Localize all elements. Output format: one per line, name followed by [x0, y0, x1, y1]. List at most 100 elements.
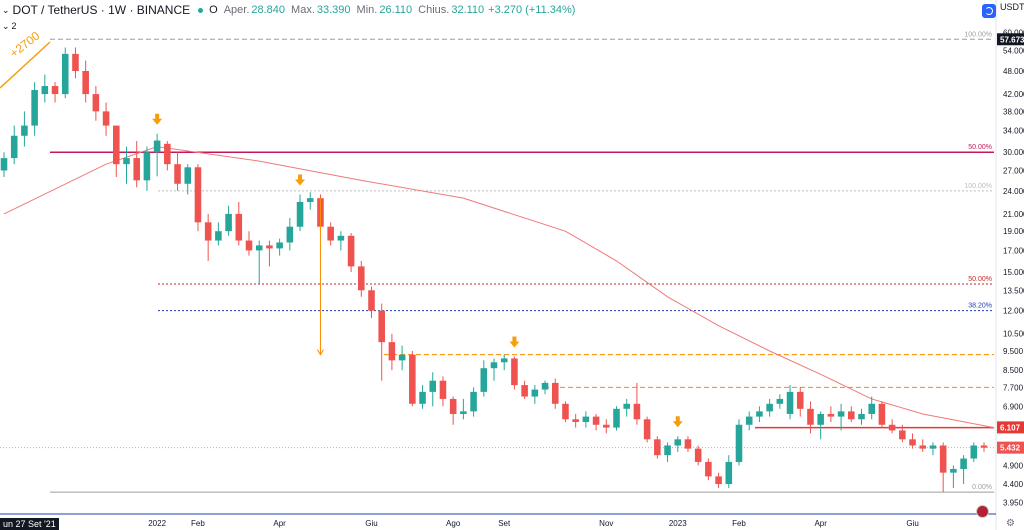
- currency-label[interactable]: USDT: [1000, 2, 1024, 12]
- high-value: 33.390: [316, 4, 351, 16]
- candle-body: [164, 143, 171, 165]
- y-tick-label: 8.500: [1003, 366, 1024, 375]
- candle-body: [347, 235, 355, 267]
- ma-value-badge: 6.107: [1000, 423, 1021, 432]
- candle-body: [419, 391, 426, 404]
- y-tick-label: 4.900: [1003, 461, 1024, 470]
- candle-body: [623, 403, 630, 409]
- candle-body: [960, 458, 967, 470]
- candle-body: [41, 86, 49, 95]
- level-label: 50.00%: [968, 144, 992, 151]
- candle-body: [215, 231, 222, 241]
- candle-body: [174, 164, 181, 184]
- candle-body: [184, 167, 192, 184]
- candle-body: [398, 354, 406, 361]
- chevron-down-icon: ⌄: [2, 20, 10, 31]
- market-status-icon: [198, 7, 204, 13]
- candle-body: [766, 403, 773, 412]
- candle-body: [358, 266, 365, 291]
- high-key: Max.: [291, 4, 315, 16]
- candle-body: [551, 382, 559, 404]
- crosshair-date-badge: un 27 Set '21: [0, 518, 59, 530]
- candle-body: [592, 416, 600, 425]
- low-key: Min.: [356, 4, 378, 16]
- candle-body: [511, 358, 518, 386]
- candle-body: [888, 424, 896, 431]
- change-value: +3.270 (+11.34%): [488, 4, 576, 16]
- symbol-title[interactable]: DOT / TetherUS · 1W · BINANCE: [12, 3, 191, 17]
- y-tick-label: 54.000: [1003, 47, 1024, 56]
- x-tick-label: Giu: [906, 519, 918, 528]
- candle-body: [786, 391, 794, 414]
- level-label: 100.00%: [964, 31, 992, 38]
- last-price-badge: 5.432: [1000, 444, 1021, 453]
- refresh-icon[interactable]: [982, 4, 996, 18]
- candle-body: [0, 158, 8, 171]
- y-tick-label: 15.000: [1003, 268, 1024, 277]
- y-tick-label: 12.000: [1003, 307, 1024, 316]
- candle-body: [133, 158, 140, 181]
- candle-body: [194, 167, 202, 223]
- close-value: 32.110: [451, 4, 485, 16]
- candle-body: [878, 403, 886, 425]
- open-label: O: [209, 4, 218, 16]
- candle-body: [429, 380, 437, 392]
- candle-body: [817, 413, 824, 425]
- us-flag-icon: [976, 505, 989, 518]
- candle-body: [674, 439, 682, 446]
- candle-body: [725, 461, 733, 485]
- candle-body: [919, 445, 927, 449]
- down-arrow-marker: [295, 174, 306, 186]
- candle-body: [899, 430, 906, 440]
- candle-body: [521, 385, 528, 397]
- candle-body: [82, 71, 89, 95]
- chevron-down-icon[interactable]: ⌄: [2, 4, 10, 15]
- indicator-toggle[interactable]: ⌄ 2: [2, 20, 17, 32]
- y-tick-label: 34.000: [1003, 127, 1024, 136]
- candle-body: [715, 476, 722, 485]
- candle-body: [848, 411, 855, 420]
- candle-body: [756, 411, 763, 417]
- candle-body: [337, 235, 345, 241]
- candle-body: [51, 86, 59, 95]
- candle-body: [225, 213, 232, 232]
- candle-body: [745, 416, 753, 425]
- open-key: Aper.: [223, 4, 250, 16]
- candle-body: [276, 242, 283, 249]
- candle-body: [705, 461, 712, 477]
- down-arrow-marker: [509, 336, 520, 348]
- y-tick-label: 19.000: [1003, 227, 1024, 236]
- y-tick-label: 42.000: [1003, 90, 1024, 99]
- candle-body: [255, 245, 263, 251]
- x-tick-label: Ago: [446, 519, 461, 528]
- candle-body: [470, 391, 477, 412]
- candle-body: [409, 354, 416, 404]
- y-tick-label: 6.900: [1003, 402, 1024, 411]
- gear-icon[interactable]: ⚙: [1006, 518, 1015, 529]
- down-arrow-marker: [152, 113, 163, 125]
- rocket-arrow-line: [0, 41, 51, 89]
- x-tick-label: Giu: [365, 519, 377, 528]
- candle-body: [633, 403, 641, 420]
- candle-body: [460, 411, 467, 414]
- candle-body: [368, 290, 375, 311]
- level-label: 38.20%: [968, 303, 992, 310]
- candle-body: [113, 125, 120, 165]
- projection-arrowhead: [317, 349, 324, 356]
- level-label: 0.00%: [972, 484, 992, 491]
- y-tick-label: 38.000: [1003, 107, 1024, 116]
- candle-body: [858, 413, 865, 420]
- candle-body: [480, 368, 488, 392]
- x-tick-label: Feb: [732, 519, 746, 528]
- chart-header: ⌄ DOT / TetherUS · 1W · BINANCE O Aper. …: [0, 0, 575, 20]
- level-label: 50.00%: [968, 276, 992, 283]
- candle-body: [531, 389, 539, 397]
- candle-body: [827, 413, 835, 417]
- indicator-count: 2: [11, 21, 17, 31]
- candle-body: [562, 403, 569, 420]
- rocket-label: +2700: [7, 28, 42, 60]
- candle-body: [21, 125, 28, 136]
- open-value: 28.840: [251, 4, 286, 16]
- low-value: 26.110: [379, 4, 413, 16]
